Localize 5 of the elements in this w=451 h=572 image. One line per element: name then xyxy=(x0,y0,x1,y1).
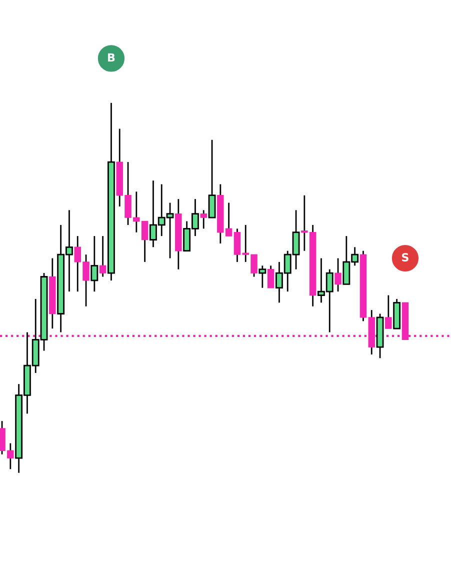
candlestick xyxy=(208,139,216,218)
annotation: S xyxy=(402,253,408,262)
candlestick xyxy=(90,235,98,292)
text: B xyxy=(108,53,115,62)
candlestick xyxy=(258,264,266,289)
